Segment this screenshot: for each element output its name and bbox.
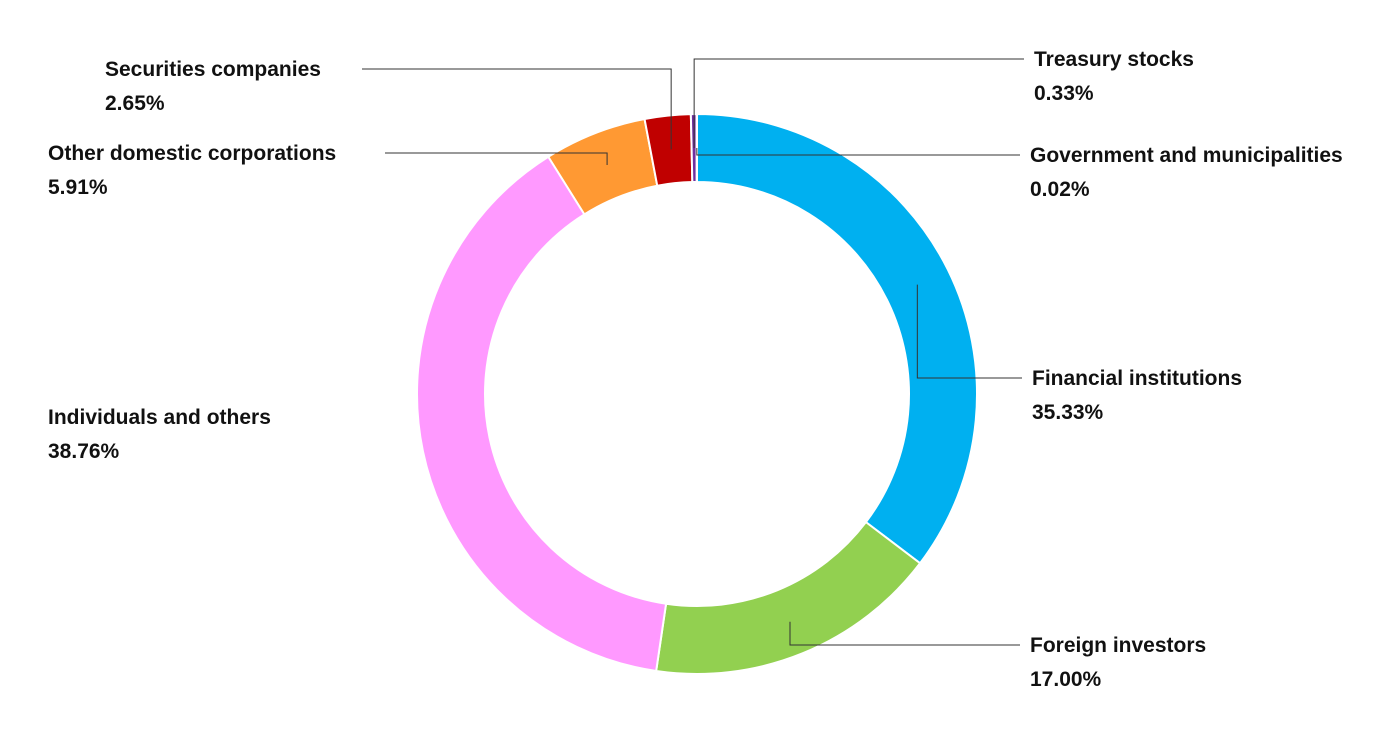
label-name-foreign-investors: Foreign investors: [1030, 634, 1206, 657]
slice-foreign-investors: [655, 520, 922, 675]
label-name-financial-institutions: Financial institutions: [1032, 367, 1242, 390]
label-name-individuals-and-others: Individuals and others: [48, 406, 271, 429]
label-name-government-and-municipalities: Government and municipalities: [1030, 144, 1343, 167]
slice-labels: Financial institutions 35.33% Foreign inve…: [48, 48, 1343, 691]
label-name-other-domestic-corporations: Other domestic corporations: [48, 142, 336, 165]
leader-line-other-domestic-corporations: [385, 152, 608, 166]
label-value-securities-companies: 2.65%: [105, 92, 165, 115]
leader-line-financial-institutions: [916, 284, 1022, 379]
label-value-treasury-stocks: 0.33%: [1034, 82, 1094, 105]
label-name-securities-companies: Securities companies: [105, 58, 321, 81]
donut-slices: [416, 112, 978, 675]
leader-line-government-and-municipalities: [696, 148, 1020, 156]
slice-financial-institutions: [696, 112, 978, 565]
slice-individuals-and-others: [416, 155, 668, 673]
label-value-individuals-and-others: 38.76%: [48, 440, 120, 463]
label-value-government-and-municipalities: 0.02%: [1030, 178, 1090, 201]
leader-line-foreign-investors: [789, 621, 1020, 646]
leader-lines: [362, 58, 1024, 646]
label-value-foreign-investors: 17.00%: [1030, 668, 1102, 691]
label-name-treasury-stocks: Treasury stocks: [1034, 48, 1194, 71]
leader-line-treasury-stocks: [693, 58, 1024, 149]
leader-line-securities-companies: [362, 68, 672, 150]
label-value-financial-institutions: 35.33%: [1032, 401, 1104, 424]
label-value-other-domestic-corporations: 5.91%: [48, 176, 108, 199]
